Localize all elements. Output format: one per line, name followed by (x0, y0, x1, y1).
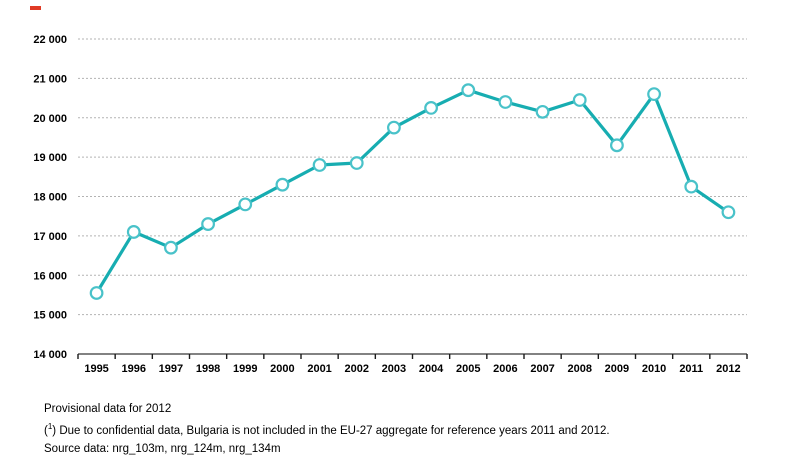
red-dash-mark (30, 6, 41, 10)
footnotes: Provisional data for 2012 (1) Due to con… (44, 400, 610, 458)
marker-1999 (238, 197, 253, 212)
footnote-provisional: Provisional data for 2012 (44, 403, 172, 415)
marker-2009 (610, 138, 624, 153)
marker-1997 (164, 240, 178, 255)
x-axis-label-1997: 1997 (159, 363, 183, 375)
marker-1996 (126, 225, 141, 239)
marker-1998 (201, 217, 215, 231)
marker-2004 (424, 101, 438, 115)
x-axis-label-2003: 2003 (382, 363, 406, 375)
marker-2011 (684, 179, 699, 194)
marker-2006 (498, 95, 513, 109)
y-axis-label-15000: 15 000 (33, 310, 67, 322)
x-axis-label-2005: 2005 (456, 363, 480, 375)
y-axis-label-14000: 14 000 (33, 349, 67, 361)
footnote-text: ) Due to confidential data, Bulgaria is … (52, 425, 610, 437)
marker-2007 (535, 104, 550, 119)
footnote-source-data: Source data: nrg_103m, nrg_124m, nrg_134… (44, 443, 281, 455)
y-axis-label-18000: 18 000 (33, 192, 67, 204)
x-axis-label-2010: 2010 (642, 363, 666, 375)
marker-2000 (275, 177, 290, 192)
y-axis-label-19000: 19 000 (33, 152, 67, 164)
x-axis-label-2002: 2002 (345, 363, 369, 375)
x-axis-label-2001: 2001 (307, 363, 331, 375)
y-axis-label-22000: 22 000 (33, 34, 67, 46)
x-axis-label-1998: 1998 (196, 363, 220, 375)
x-axis-label-2009: 2009 (605, 363, 629, 375)
y-axis-label-16000: 16 000 (33, 270, 67, 282)
marker-2001 (312, 158, 327, 172)
marker-2008 (572, 93, 587, 107)
marker-2002 (349, 156, 364, 170)
energy-consumption-line-chart: 14 000 15 000 16 000 17 000 18 000 19 000 20 0… (33, 34, 748, 375)
x-axis-label-1999: 1999 (233, 363, 257, 375)
x-axis-label-1996: 1996 (122, 363, 146, 375)
marker-2010 (647, 87, 661, 102)
x-axis-label-2004: 2004 (419, 363, 444, 375)
x-axis-label-2006: 2006 (493, 363, 517, 375)
x-axis-label-1995: 1995 (84, 363, 108, 375)
marker-2012 (721, 205, 736, 220)
y-axis-label-20000: 20 000 (33, 113, 67, 125)
x-axis-label-2011: 2011 (679, 363, 703, 375)
footnote-paren-open: ( (44, 425, 48, 437)
footnote-confidential: (1) Due to confidential data, Bulgaria i… (44, 422, 610, 440)
x-axis-label-2012: 2012 (716, 363, 740, 375)
y-axis-label-21000: 21 000 (33, 73, 67, 85)
x-axis-label-2007: 2007 (530, 363, 554, 375)
marker-2003 (387, 120, 401, 135)
trend-line (94, 88, 731, 295)
y-axis-label-17000: 17 000 (33, 231, 67, 243)
marker-1995 (89, 286, 104, 300)
x-axis-label-2000: 2000 (270, 363, 294, 375)
x-axis-label-2008: 2008 (568, 363, 592, 375)
footnote-superscript: 1 (47, 422, 53, 432)
marker-2005 (461, 83, 476, 98)
